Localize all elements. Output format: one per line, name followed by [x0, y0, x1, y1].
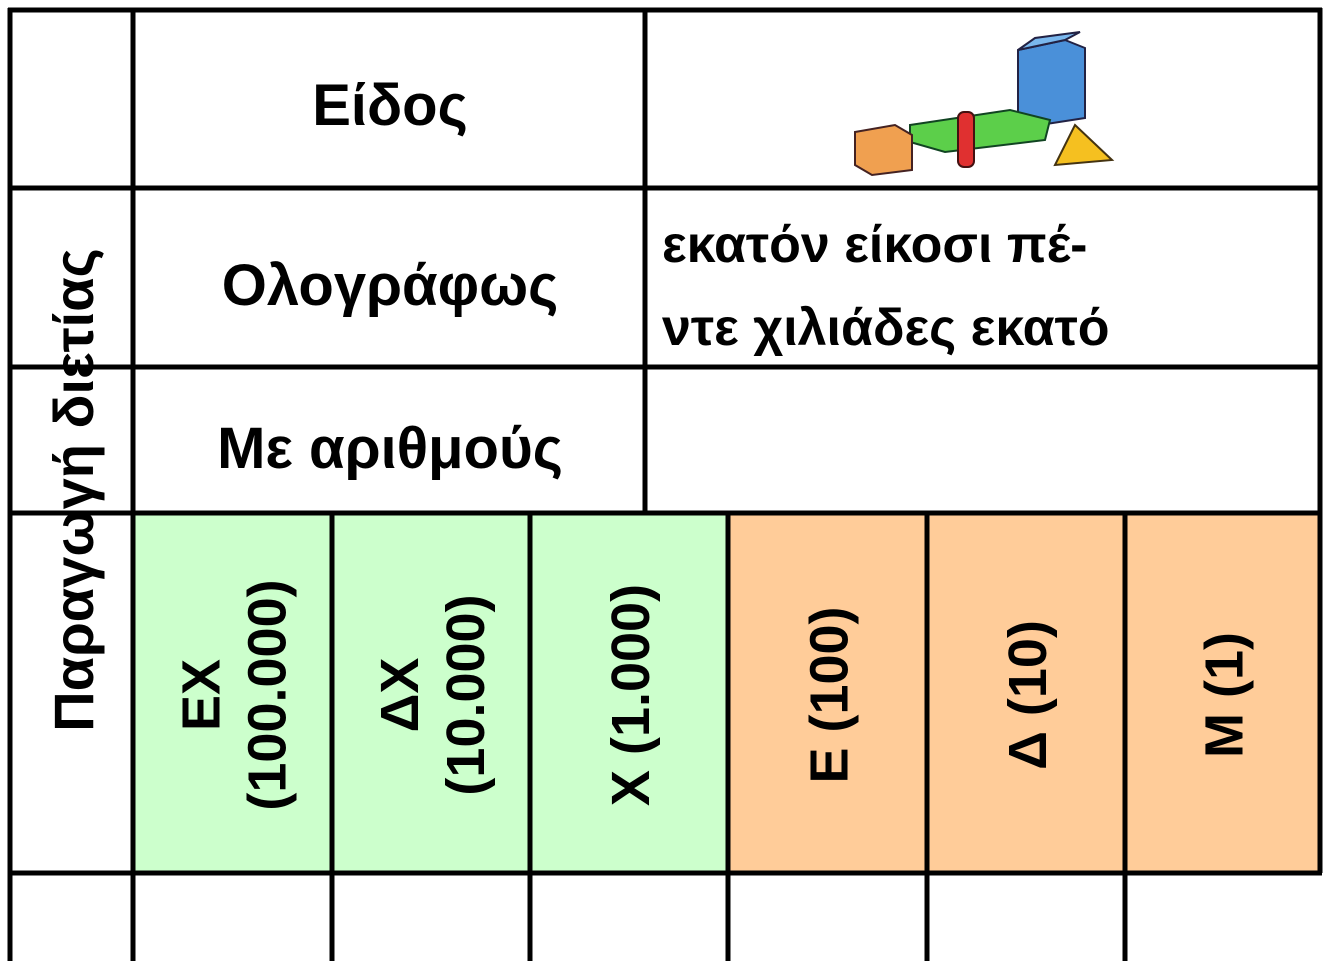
toys-picture — [854, 31, 1115, 177]
row-label: Ολογράφως — [222, 253, 559, 318]
header-cell — [1125, 513, 1320, 873]
place-value-label: Ε (100) — [800, 606, 860, 783]
value-line: ντε χιλιάδες εκατό — [662, 299, 1110, 357]
header-cell — [332, 513, 530, 873]
header-cell — [133, 513, 332, 873]
place-value-label: Χ (1.000) — [601, 584, 661, 806]
place-value-label: ΔΧ — [370, 658, 430, 733]
place-value-label: (100.000) — [238, 579, 298, 810]
value-line: εκατόν είκοσι πέ- — [662, 216, 1087, 274]
header-cell — [927, 513, 1125, 873]
place-value-label: ΕΧ — [172, 659, 232, 731]
place-value-label: Μ (1) — [1195, 632, 1255, 758]
header-cell — [530, 513, 728, 873]
place-value-label: (10.000) — [436, 594, 496, 795]
row-label: Είδος — [312, 73, 468, 138]
place-value-label: Δ (10) — [998, 620, 1058, 770]
row-label: Με αριθμούς — [217, 416, 563, 481]
side-label: Παραγωγή διετίας — [42, 248, 105, 732]
header-cell — [728, 513, 927, 873]
